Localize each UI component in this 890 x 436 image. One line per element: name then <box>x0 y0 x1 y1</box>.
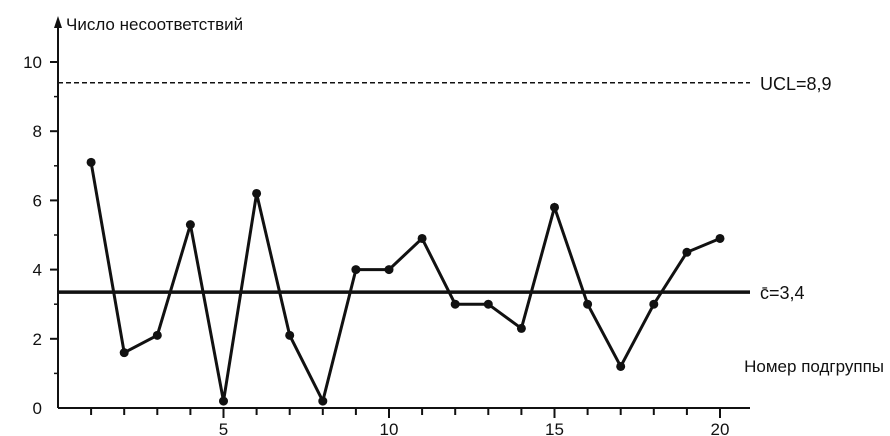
data-point <box>351 265 361 275</box>
x-tick-label: 5 <box>219 420 228 436</box>
x-tick-label: 15 <box>545 420 564 436</box>
data-point <box>616 361 626 371</box>
y-tick-label: 10 <box>23 53 42 72</box>
x-tick-label: 20 <box>711 420 730 436</box>
series-line <box>89 162 721 406</box>
data-point <box>550 202 559 212</box>
axes <box>50 16 750 418</box>
data-point <box>516 323 526 333</box>
y-axis-arrow <box>54 16 62 28</box>
data-point <box>417 233 427 243</box>
data-point <box>152 330 162 340</box>
x-axis-title: Номер подгруппы <box>744 357 884 376</box>
data-point <box>483 299 493 309</box>
series-layer <box>86 157 725 406</box>
center-line-label: c̄=3,4 <box>760 283 805 303</box>
data-point <box>649 299 659 309</box>
ucl-label: UCL=8,9 <box>760 74 832 94</box>
data-point <box>285 330 295 340</box>
reference-lines <box>58 81 750 294</box>
labels-layer: 0 2 4 6 8 10 5 10 15 20 Число несоответствий Номер … <box>23 15 884 436</box>
data-point <box>219 396 228 406</box>
data-point <box>682 247 692 257</box>
y-tick-label: 4 <box>33 261 42 280</box>
data-point <box>583 299 593 309</box>
data-point <box>185 220 195 230</box>
y-tick-label: 0 <box>33 399 42 418</box>
data-point <box>715 233 725 243</box>
data-point <box>384 265 394 275</box>
x-tick-label: 10 <box>380 420 399 436</box>
data-point <box>252 188 262 198</box>
data-point <box>450 299 460 309</box>
y-tick-label: 2 <box>33 330 42 349</box>
y-axis-title: Число несоответствий <box>66 15 243 34</box>
y-tick-label: 6 <box>33 191 42 210</box>
data-point <box>318 396 328 406</box>
data-point <box>119 348 129 358</box>
y-tick-label: 8 <box>33 122 42 141</box>
data-point <box>86 157 96 167</box>
